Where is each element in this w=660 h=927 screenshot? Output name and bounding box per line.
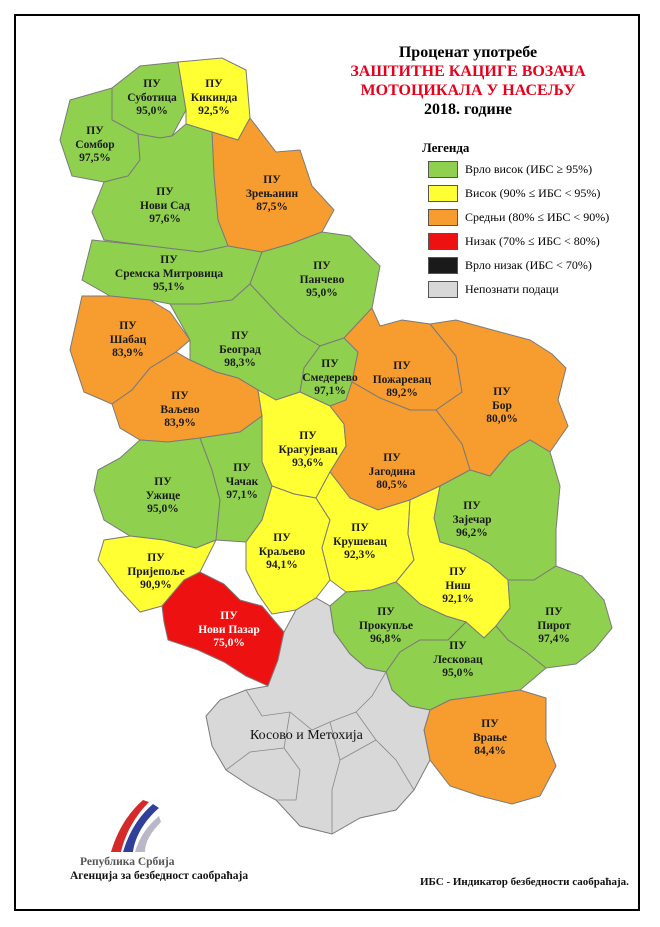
title-line-1: Проценат употребе [398,44,538,61]
region-label: ПУ Панчево 95,0% [299,260,345,299]
legend-swatch [428,281,458,298]
kosovo-label: Косово и Метохија [250,728,363,743]
region-label: ПУ Сремска Митровица 95,1% [114,254,224,293]
legend-label: Низак (70% ≤ ИБС < 80%) [465,234,600,248]
org-name-line-2: Агенција за безбедност саобраћаја [70,870,249,882]
region-label: ПУ Суботица 95,0% [127,78,177,117]
title-line-2: ЗАШТИТНЕ КАЦИГЕ ВОЗАЧА [350,63,586,80]
legend: Легенда Врло висок (ИБС ≥ 95%) Висок (90… [422,140,632,304]
legend-label: Непознати подаци [465,282,559,296]
legend-swatch [428,233,458,250]
region-label: ПУ Бор 80,0% [486,386,518,425]
region-label: ПУ Шабац 83,9% [109,320,147,359]
region-label: ПУ Пожаревац 89,2% [372,360,432,399]
region-label: ПУ Нови Сад 97,6% [140,186,190,225]
region-kosovo [205,597,431,835]
region-label: ПУ Чачак 97,1% [225,462,259,501]
region-novi-sad[interactable] [91,123,229,253]
region-label: ПУ Зајечар 96,2% [452,500,492,539]
region-label: ПУ Кикинда 92,5% [190,78,238,117]
region-prijepolje[interactable] [97,535,218,613]
org-name-line-1: Република Србија [80,856,175,868]
region-vranje[interactable] [423,689,557,805]
legend-item: Врло низак (ИБС < 70%) [422,256,632,280]
region-label: ПУ Краљево 94,1% [258,532,306,571]
region-label: ПУ Београд 98,3% [219,330,261,369]
region-label: ПУ Ужице 95,0% [145,476,181,515]
road-stripes-logo-icon [111,800,161,852]
region-label: ПУ Лесковац 95,0% [433,640,483,679]
legend-item: Непознати подаци [422,280,632,304]
region-label: ПУ Пирот 97,4% [537,606,571,645]
region-label: ПУ Врање 84,4% [472,718,508,757]
title-line-3: МОТОЦИКАЛА У НАСЕЉУ [360,82,576,99]
footnote: ИБС - Индикатор безбедности саобраћаја. [420,876,629,888]
title-line-4: 2018. године [423,101,513,118]
legend-item: Врло висок (ИБС ≥ 95%) [422,160,632,184]
region-label: ПУ Смедерево 97,1% [302,358,358,397]
legend-swatch [428,185,458,202]
region-label: ПУ Крушевац 92,3% [333,522,387,561]
region-label: ПУ Ниш 92,1% [442,566,474,605]
legend-swatch [428,257,458,274]
region-label: ПУ Јагодина 80,5% [368,452,416,491]
legend-item: Низак (70% ≤ ИБС < 80%) [422,232,632,256]
map-frame [14,14,640,911]
legend-item: Средњи (80% ≤ ИБС < 90%) [422,208,632,232]
region-label: ПУ Прокупље 96,8% [358,606,414,645]
region-label: ПУ Зрењанин 87,5% [245,174,299,213]
region-label: ПУ Нови Пазар 75,0% [198,610,260,649]
legend-heading: Легенда [422,140,470,155]
legend-label: Врло низак (ИБС < 70%) [465,258,592,272]
legend-label: Висок (90% ≤ ИБС < 95%) [465,186,601,200]
legend-label: Врло висок (ИБС ≥ 95%) [465,162,593,176]
region-label: ПУ Крагујевац 93,6% [278,430,338,469]
region-label: ПУ Сомбор 97,5% [75,125,115,164]
region-label: ПУ Пријепоље 90,9% [127,552,185,591]
legend-swatch [428,161,458,178]
legend-label: Средњи (80% ≤ ИБС < 90%) [465,210,610,224]
legend-swatch [428,209,458,226]
legend-item: Висок (90% ≤ ИБС < 95%) [422,184,632,208]
region-label: ПУ Ваљево 83,9% [160,390,200,429]
